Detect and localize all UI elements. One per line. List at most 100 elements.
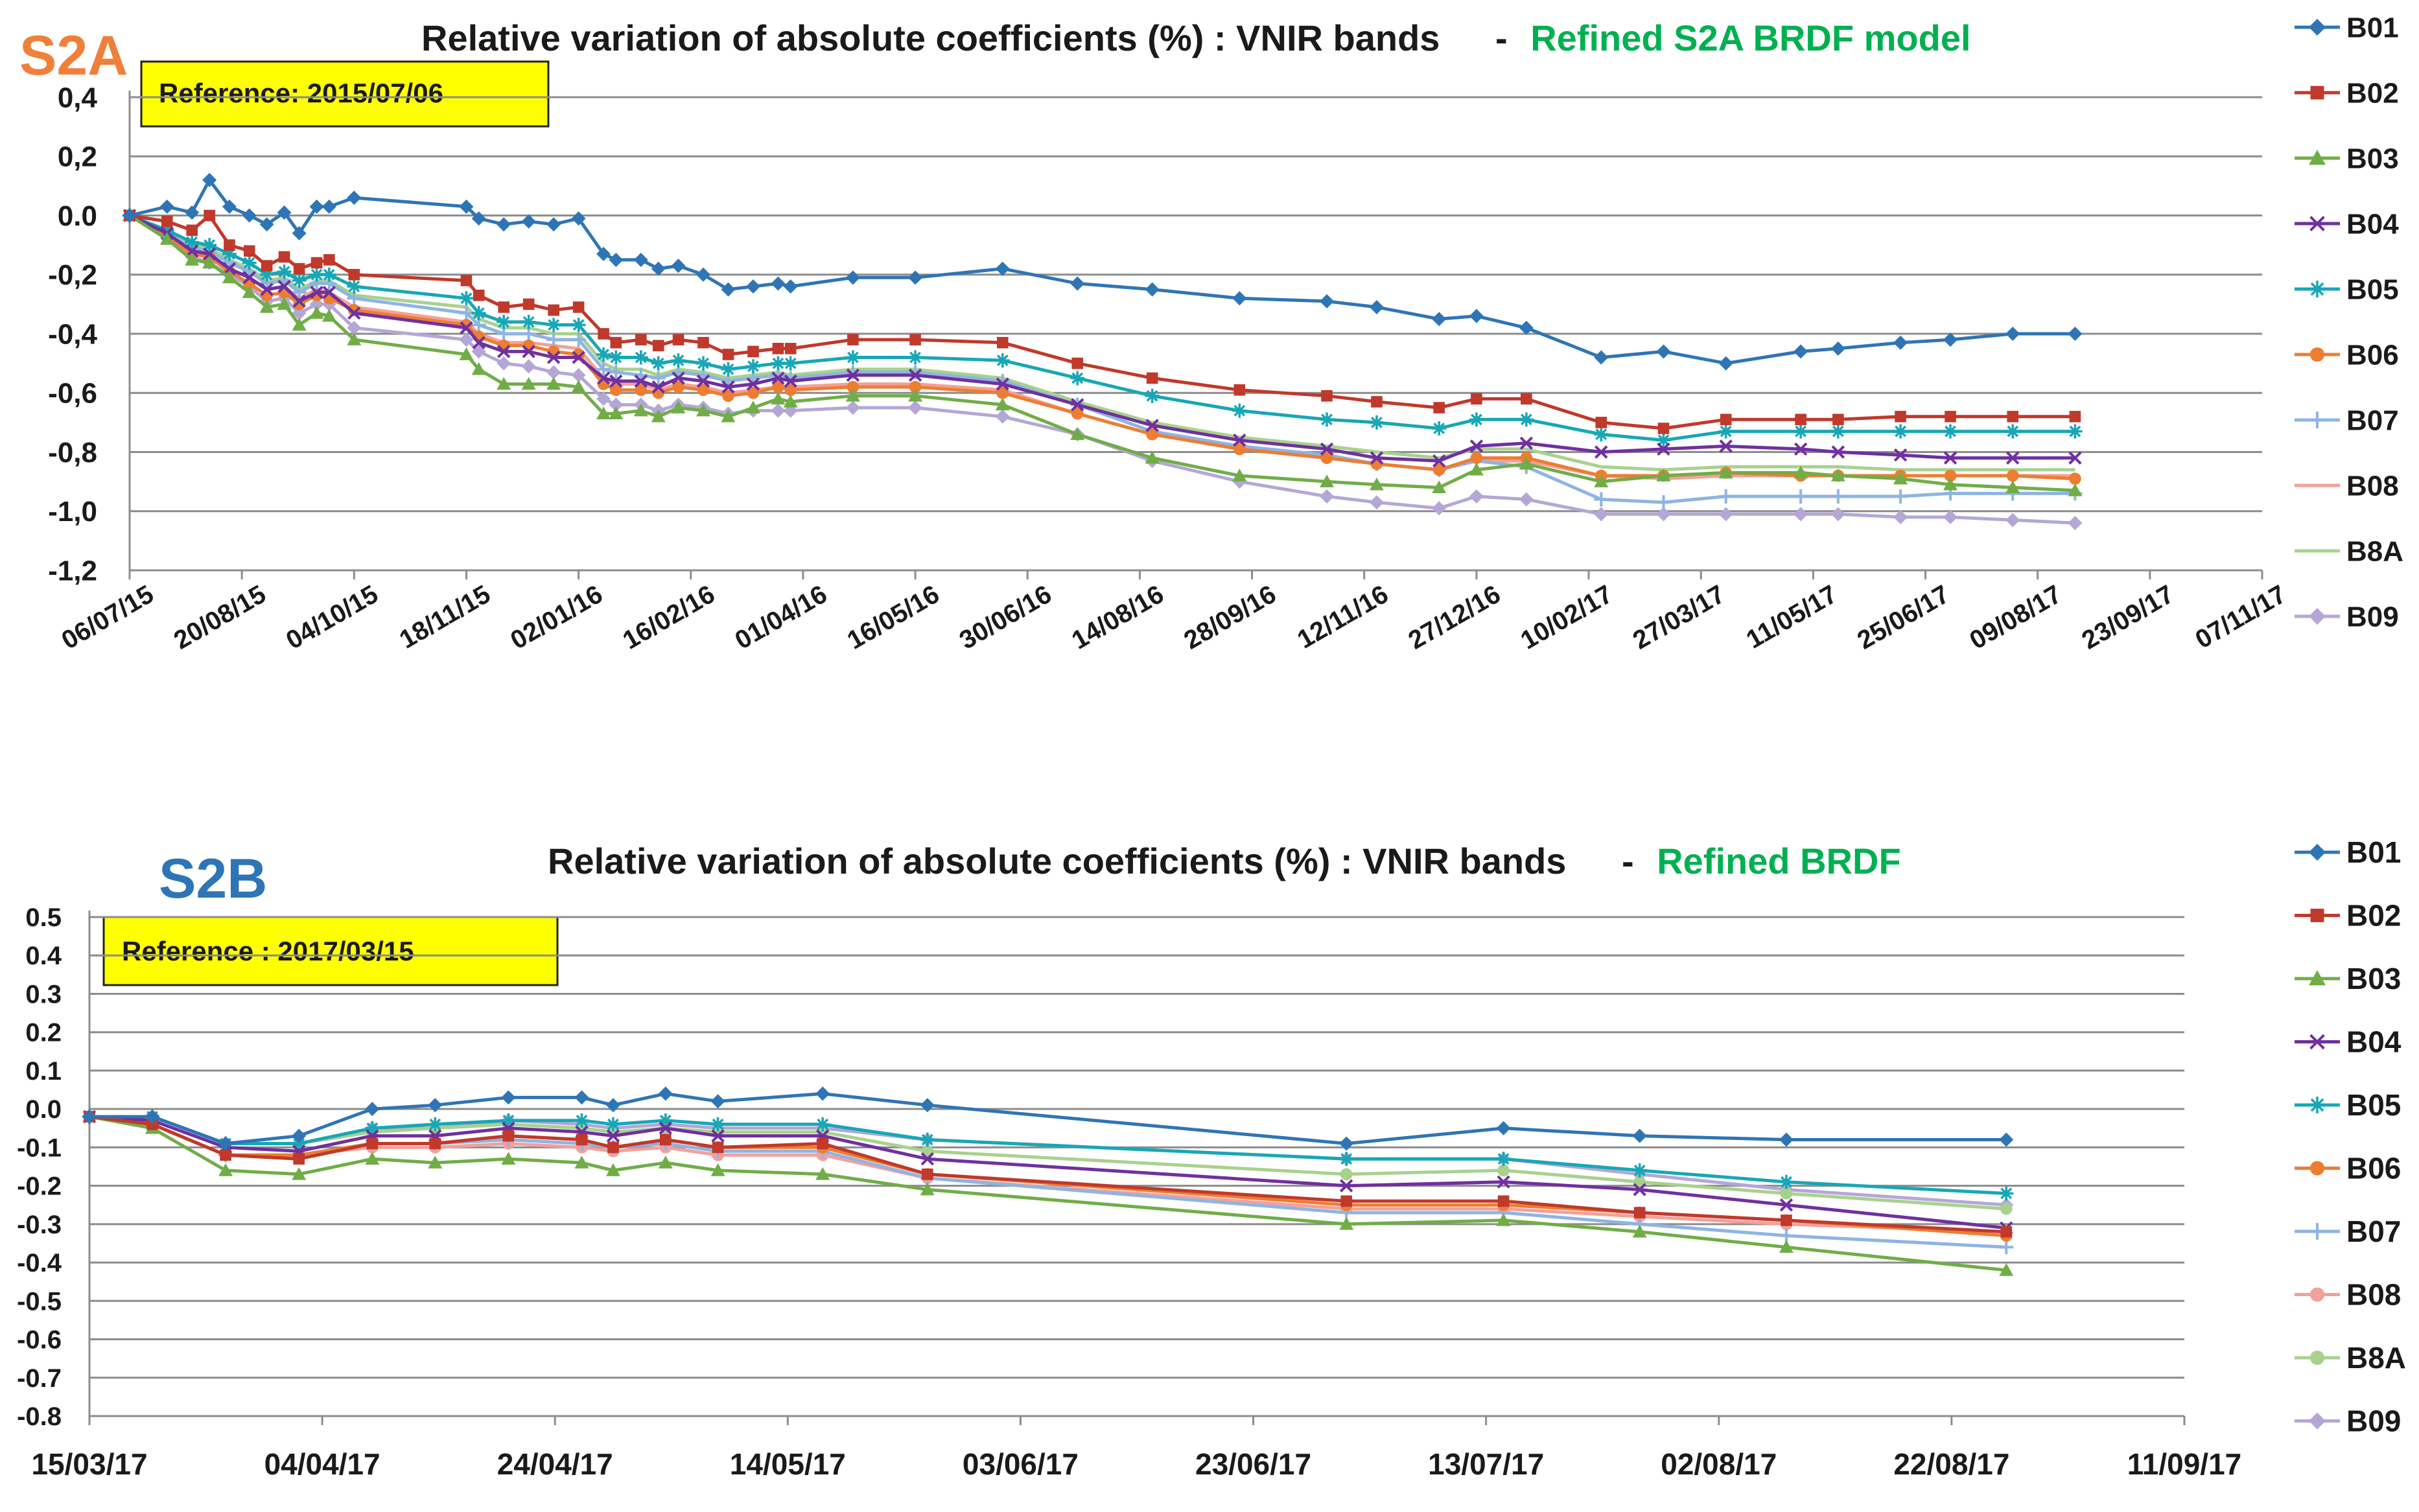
s2b-data-point-b01 [365,1102,380,1117]
s2b-data-point-b01 [606,1098,620,1113]
s2b-data-point-b04 [1497,1175,1510,1189]
s2a-data-point-b02 [1471,393,1482,405]
s2b-data-point-b01 [428,1098,443,1113]
s2a-data-point-b04 [472,336,485,349]
s2b-data-point-b01 [145,1110,159,1124]
s2b-legend-item-b02: B02 [2295,899,2401,933]
s2b-data-point-b8a [1780,1187,1793,1200]
s2a-data-point-b03 [1594,474,1609,487]
s2a-data-point-b01 [783,279,798,294]
s2a-data-point-b01 [1893,335,1908,350]
s2a-data-point-b03 [2068,483,2083,496]
s2a-legend-marker [2310,86,2324,100]
s2a-data-point-b05 [159,223,174,238]
s2a-y-tick-label: -1,0 [48,496,97,528]
s2a-data-point-b04 [1943,451,1957,465]
s2b-data-point-b03 [1496,1213,1511,1226]
s2a-y-tick-label: 0.0 [58,200,97,232]
s2a-legend-marker [2309,608,2326,625]
s2b-data-point-b04 [920,1152,935,1166]
s2a-data-point-b04 [1719,439,1733,453]
s2b-data-point-b03 [292,1167,307,1180]
s2a-data-point-b05 [471,306,486,321]
s2b-legend-marker [2309,1350,2325,1366]
s2a-data-point-b06 [1944,469,1957,482]
s2a-data-point-b05 [845,350,860,365]
s2a-data-point-b02 [1233,384,1246,396]
s2a-data-point-b03 [783,394,798,408]
s2a-data-point-b05 [1718,424,1733,439]
s2a-data-point-b02 [784,343,797,355]
s2a-data-point-b03 [309,306,324,319]
s2b-y-tick-label: -0.5 [17,1287,62,1316]
s2b-y-tick-label: -0.2 [17,1172,62,1201]
s2a-data-point-b03 [471,362,486,375]
s2a-legend-label: B01 [2346,12,2399,43]
s2a-data-point-b01 [1594,350,1609,365]
s2b-legend: B01 B02 B03 B04 B05 B06 B07 B08 B8A B09 [2295,835,2406,1438]
s2b-y-tick-label: 0.0 [25,1095,62,1124]
s2b-data-point-b01 [1496,1121,1511,1135]
s2a-data-point-b06 [722,390,734,402]
s2a-data-point-b03 [1656,469,1671,482]
s2a-data-point-b04 [846,368,860,382]
s2a-data-point-b04 [292,294,306,308]
s2b-title-subtitle: Refined BRDF [1657,841,1900,881]
s2a-legend-item-b03: B03 [2295,143,2399,174]
s2b-data-point-b01 [1999,1132,2014,1147]
s2a-legend-label: B08 [2346,470,2399,502]
s2a-data-point-b05 [671,353,686,368]
s2a-data-point-b07 [651,371,666,386]
s2a-data-point-b07 [1794,489,1808,504]
s2a-data-point-b06 [2069,472,2081,485]
s2a-legend-item-b09: B09 [2295,601,2399,633]
s2a-data-point-b01 [222,199,237,214]
s2b-data-point-b05 [920,1132,935,1147]
s2b-y-tick-label: -0.6 [17,1326,62,1355]
s2a-data-point-b04 [1432,454,1446,468]
s2b-legend-item-b01: B01 [2295,835,2401,869]
s2a-data-point-b02 [243,245,255,257]
s2a-legend-label: B04 [2346,208,2399,240]
s2a-data-point-b07 [1594,492,1609,507]
s2a-data-point-b02 [293,262,305,275]
s2b-data-point-b05 [1779,1174,1794,1189]
s2b-legend-marker [2309,1097,2326,1113]
s2b-data-point-b05 [292,1136,307,1151]
s2b-series-line-b03 [89,1115,2007,1272]
s2b-legend-marker [2309,1034,2325,1050]
s2a-legend-item-b07: B07 [2295,404,2399,436]
s2a-series-b02 [124,209,2081,434]
s2a-data-point-b03 [521,377,536,390]
s2a-data-point-b04 [771,371,785,385]
s2a-data-point-b09 [459,332,474,347]
s2a-data-point-b04 [996,377,1009,391]
s2b-legend-label: B04 [2346,1025,2401,1059]
s2a-data-point-b04 [1233,434,1246,447]
s2a-data-point-b02 [697,336,709,349]
s2b-data-point-b02 [817,1137,828,1150]
s2a-reference-box [140,60,550,128]
s2b-data-point-b01 [218,1136,233,1151]
s2b-legend-marker [2309,844,2326,861]
s2a-data-point-b05 [2068,424,2083,439]
s2a-data-point-b01 [497,217,511,232]
s2a-data-point-b09 [908,401,923,415]
s2b-data-point-b02 [712,1141,724,1154]
s2a-series-b05 [123,208,2083,448]
s2b-data-point-b8a [2000,1202,2013,1215]
s2a-data-point-b09 [347,320,362,335]
s2a-data-point-b05 [1893,424,1908,439]
s2a-series-b04 [123,209,2082,468]
s2a-data-point-b05 [292,273,307,288]
s2a-data-point-b05 [1656,433,1671,448]
s2a-data-point-b01 [471,211,486,226]
s2a-legend-label: B03 [2346,143,2399,174]
s2a-data-point-b04 [1794,442,1808,456]
s2a-data-point-b03 [1830,469,1845,482]
s2a-data-point-b03 [1943,477,1958,491]
s2a-legend-marker [2309,216,2325,231]
s2a-data-point-b07 [1830,489,1845,504]
s2b-data-point-b03 [1632,1224,1647,1238]
